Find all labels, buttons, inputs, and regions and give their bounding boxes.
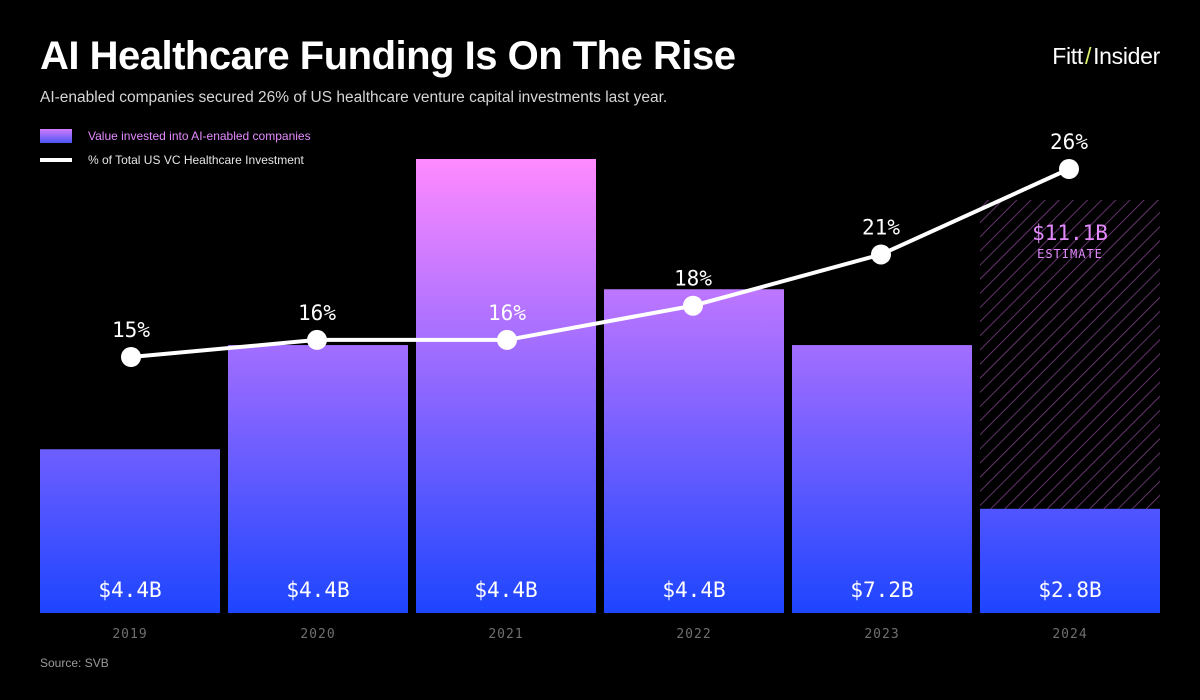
chart-source: Source: SVB	[40, 656, 109, 670]
bar-2021	[416, 159, 596, 613]
line-point-label-2021: 16%	[488, 301, 526, 325]
line-point-2019	[121, 347, 141, 367]
bar-value-label-2020: $4.4B	[286, 578, 349, 602]
line-point-label-2024: 26%	[1050, 130, 1088, 154]
estimate-value-label: $11.1B	[1032, 221, 1108, 245]
line-point-2020	[307, 329, 327, 350]
x-tick-label-2021: 2021	[488, 627, 523, 642]
legend-swatch-bars	[40, 129, 72, 143]
line-point-label-2022: 18%	[674, 267, 712, 291]
bar-2024	[980, 508, 1160, 613]
chart-subtitle: AI-enabled companies secured 26% of US h…	[40, 89, 668, 106]
legend-item-line: % of Total US VC Healthcare Investment	[40, 152, 311, 168]
bar-value-label-2021: $4.4B	[474, 578, 537, 602]
legend-label-bars: Value invested into AI-enabled companies	[88, 129, 311, 143]
bar-2023	[792, 345, 972, 613]
x-tick-label-2019: 2019	[112, 627, 147, 642]
line-point-label-2019: 15%	[112, 318, 150, 342]
bar-value-label-2019: $4.4B	[98, 578, 161, 602]
line-point-2021	[497, 329, 517, 350]
estimate-sublabel: ESTIMATE	[1037, 247, 1103, 261]
line-point-label-2020: 16%	[298, 301, 336, 325]
bar-value-label-2024: $2.8B	[1038, 578, 1101, 602]
x-tick-label-2024: 2024	[1052, 627, 1087, 642]
bar-value-label-2023: $7.2B	[850, 578, 913, 602]
bar-2019	[40, 449, 220, 613]
brand-logo-slash: /	[1084, 43, 1092, 69]
legend-item-bars: Value invested into AI-enabled companies	[40, 128, 311, 144]
bar-2022	[604, 289, 784, 613]
chart-title: AI Healthcare Funding Is On The Rise	[40, 34, 736, 78]
bar-2020	[228, 345, 408, 613]
chart-legend: Value invested into AI-enabled companies…	[40, 128, 311, 176]
line-point-2022	[683, 295, 703, 316]
bar-value-label-2022: $4.4B	[662, 578, 725, 602]
line-point-label-2023: 21%	[862, 215, 900, 239]
brand-logo: Fitt/Insider	[1052, 43, 1160, 70]
x-tick-label-2023: 2023	[864, 627, 899, 642]
brand-logo-left: Fitt	[1052, 43, 1083, 69]
legend-swatch-line	[40, 158, 72, 162]
x-tick-label-2020: 2020	[300, 627, 335, 642]
legend-label-line: % of Total US VC Healthcare Investment	[88, 153, 304, 167]
line-series	[130, 167, 1070, 359]
brand-logo-right: Insider	[1093, 43, 1160, 69]
line-point-2024	[1059, 159, 1079, 179]
line-point-2023	[871, 244, 891, 265]
x-tick-label-2022: 2022	[676, 627, 711, 642]
